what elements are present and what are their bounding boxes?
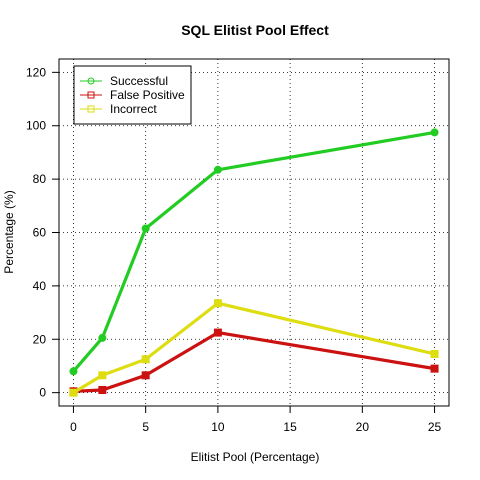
x-tick-label: 5: [142, 420, 149, 434]
data-point: [98, 333, 107, 342]
legend-item: False Positive: [80, 88, 185, 102]
x-tick-label: 25: [428, 420, 442, 434]
data-point: [213, 299, 222, 308]
data-point: [430, 128, 439, 137]
y-tick-label: 0: [39, 386, 46, 400]
y-axis: 0 20 40 60 80 100 120: [26, 65, 59, 400]
legend-swatch-marker: [87, 77, 95, 85]
series-line: [72, 301, 435, 395]
legend-label: Successful: [110, 74, 168, 88]
x-axis-label: Elitist Pool (Percentage): [191, 450, 320, 464]
x-tick-label: 20: [356, 420, 370, 434]
y-axis-label: Percentage (%): [2, 190, 16, 273]
data-point: [213, 328, 222, 337]
legend-swatch-marker: [87, 91, 95, 99]
data-point: [430, 349, 439, 358]
legend-swatch-marker: [87, 105, 95, 113]
data-point: [141, 355, 150, 364]
series-line: [72, 130, 435, 373]
data-point: [141, 224, 150, 233]
data-point: [213, 165, 222, 174]
y-tick-label: 80: [33, 172, 47, 186]
x-axis: 0 5 10 15 20 25: [70, 406, 442, 434]
data-point: [69, 367, 78, 376]
legend-item: Successful: [80, 74, 168, 88]
y-tick-label: 120: [26, 65, 46, 79]
x-tick-label: 10: [211, 420, 225, 434]
data-point: [141, 371, 150, 380]
legend-label: Incorrect: [110, 102, 157, 116]
series-successful: [69, 128, 439, 376]
chart-title: SQL Elitist Pool Effect: [181, 22, 329, 38]
x-tick-label: 15: [283, 420, 297, 434]
x-tick-label: 0: [70, 420, 77, 434]
legend-label: False Positive: [110, 88, 185, 102]
data-point: [98, 385, 107, 394]
series-incorrect: [69, 299, 439, 397]
series-layer: [69, 128, 439, 397]
y-tick-label: 40: [33, 279, 47, 293]
series-false-positive: [69, 328, 439, 396]
data-point: [98, 371, 107, 380]
y-tick-label: 20: [33, 332, 47, 346]
y-tick-label: 100: [26, 119, 46, 133]
data-point: [69, 388, 78, 397]
y-tick-label: 60: [33, 226, 47, 240]
data-point: [430, 364, 439, 373]
legend-item: Incorrect: [80, 102, 157, 116]
